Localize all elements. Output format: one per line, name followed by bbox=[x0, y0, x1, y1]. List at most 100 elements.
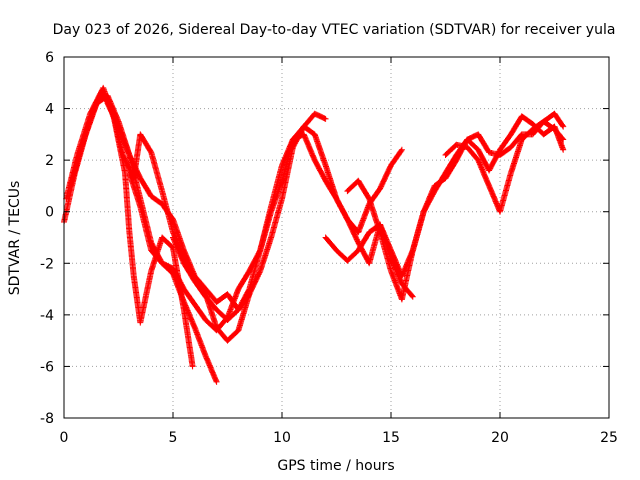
data-point bbox=[313, 133, 316, 136]
y-tick-label: -8 bbox=[40, 411, 54, 427]
x-tick-label: 5 bbox=[169, 430, 178, 446]
data-point bbox=[499, 210, 501, 213]
data-point bbox=[390, 249, 392, 252]
y-tick-label: 4 bbox=[45, 102, 54, 118]
data-point bbox=[488, 169, 490, 172]
data-point bbox=[237, 329, 240, 332]
data-point bbox=[466, 146, 469, 149]
data-point bbox=[303, 125, 305, 128]
data-point bbox=[281, 164, 283, 167]
data-point bbox=[324, 164, 327, 167]
data-point bbox=[215, 381, 218, 383]
data-point bbox=[183, 249, 185, 252]
data-point bbox=[172, 231, 174, 234]
data-point bbox=[128, 154, 131, 156]
data-point bbox=[204, 296, 207, 298]
data-point bbox=[194, 326, 196, 329]
data-point bbox=[346, 190, 349, 192]
data-point bbox=[346, 259, 349, 262]
data-point bbox=[259, 270, 262, 272]
data-point bbox=[237, 288, 240, 290]
data-point bbox=[412, 249, 414, 252]
data-point bbox=[531, 123, 534, 125]
data-point bbox=[488, 185, 490, 187]
series-trace-7 bbox=[322, 118, 567, 280]
x-axis-label: GPS time / hours bbox=[277, 458, 394, 474]
series-trace-3 bbox=[67, 90, 253, 344]
data-point bbox=[542, 133, 545, 136]
data-point bbox=[194, 303, 196, 306]
marker-path bbox=[126, 131, 405, 334]
data-point bbox=[455, 154, 458, 156]
data-point bbox=[270, 210, 272, 213]
data-point bbox=[510, 133, 512, 136]
data-point bbox=[106, 102, 109, 105]
y-tick-label: 0 bbox=[45, 205, 54, 221]
data-point bbox=[521, 133, 523, 136]
data-point bbox=[172, 247, 174, 249]
data-point bbox=[401, 275, 403, 277]
data-point bbox=[357, 241, 360, 244]
data-point bbox=[183, 288, 185, 290]
data-point bbox=[510, 146, 512, 149]
data-point bbox=[183, 308, 185, 311]
series-trace-5 bbox=[126, 131, 405, 334]
data-point bbox=[172, 236, 174, 239]
marker-path bbox=[322, 118, 567, 280]
data-point bbox=[562, 149, 565, 151]
data-point bbox=[379, 231, 381, 234]
y-tick-label: -2 bbox=[40, 256, 54, 272]
data-point bbox=[80, 146, 83, 149]
data-point bbox=[248, 270, 251, 272]
data-point bbox=[379, 187, 381, 190]
data-point bbox=[303, 133, 305, 136]
plot-frame bbox=[63, 56, 610, 419]
data-point bbox=[401, 298, 403, 301]
data-point bbox=[499, 149, 501, 151]
data-point bbox=[91, 112, 94, 115]
data-point bbox=[124, 172, 126, 174]
y-tick-label: 6 bbox=[45, 50, 54, 66]
data-point bbox=[553, 112, 556, 115]
data-point bbox=[433, 190, 436, 192]
data-point bbox=[292, 146, 294, 149]
data-point bbox=[259, 249, 262, 252]
y-tick-label: 2 bbox=[45, 153, 54, 169]
data-point bbox=[477, 159, 480, 161]
data-point bbox=[477, 149, 480, 151]
data-point bbox=[102, 87, 105, 89]
data-point bbox=[324, 179, 327, 182]
data-point bbox=[172, 267, 174, 270]
data-point bbox=[562, 138, 565, 141]
data-point bbox=[335, 249, 338, 252]
series-trace-9 bbox=[442, 110, 567, 215]
data-point bbox=[226, 293, 229, 296]
data-point bbox=[422, 210, 425, 213]
data-point bbox=[161, 203, 163, 205]
data-point bbox=[324, 118, 327, 120]
data-point bbox=[477, 133, 480, 136]
data-point bbox=[139, 205, 142, 208]
data-point bbox=[139, 133, 142, 136]
data-point bbox=[466, 138, 469, 141]
data-point bbox=[150, 249, 152, 252]
data-point bbox=[510, 172, 512, 174]
data-point bbox=[324, 236, 327, 239]
data-point bbox=[100, 92, 102, 94]
data-point bbox=[226, 319, 229, 321]
data-point bbox=[150, 270, 152, 272]
data-point bbox=[69, 185, 72, 187]
data-point bbox=[194, 280, 196, 283]
data-point bbox=[531, 133, 534, 136]
x-tick-label: 15 bbox=[382, 430, 400, 446]
data-point bbox=[215, 329, 218, 332]
data-point bbox=[65, 198, 67, 200]
data-point bbox=[412, 296, 414, 298]
data-point bbox=[204, 355, 207, 357]
data-point bbox=[226, 339, 229, 342]
series-trace-8 bbox=[344, 113, 567, 303]
data-point bbox=[488, 151, 490, 154]
data-point bbox=[122, 154, 124, 156]
data-point bbox=[248, 293, 251, 296]
